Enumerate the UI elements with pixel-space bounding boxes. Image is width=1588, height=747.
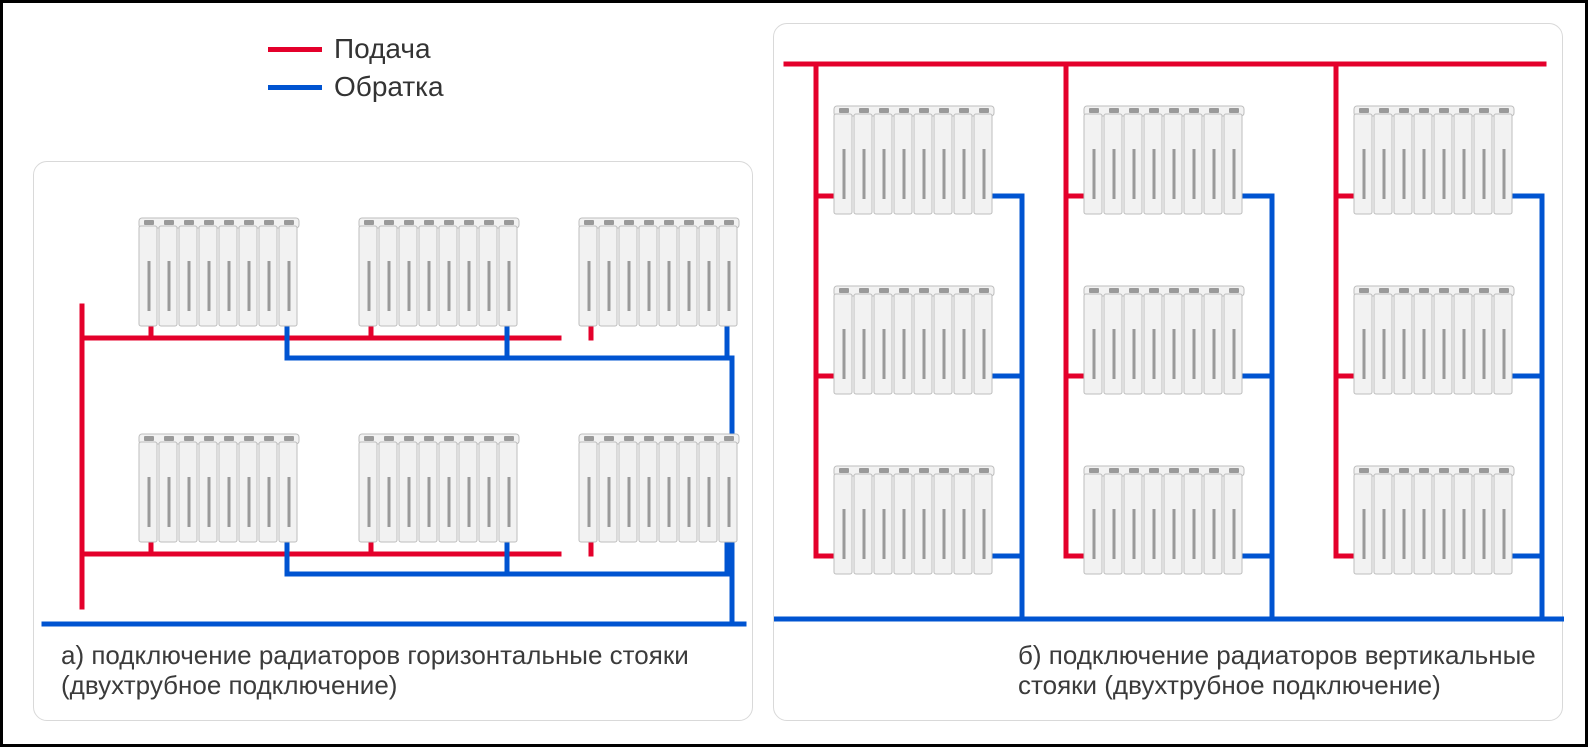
caption-b: б) подключение радиаторов вертикальные с… bbox=[1018, 641, 1558, 701]
legend-supply-row: Подача bbox=[268, 33, 444, 65]
panel-a-svg bbox=[34, 162, 754, 722]
legend-supply-swatch bbox=[268, 47, 322, 52]
legend-supply-label: Подача bbox=[334, 33, 431, 65]
legend-return-row: Обратка bbox=[268, 71, 444, 103]
legend: Подача Обратка bbox=[268, 33, 444, 109]
legend-return-swatch bbox=[268, 85, 322, 90]
panel-b-svg bbox=[774, 24, 1564, 722]
caption-a: а) подключение радиаторов горизонтальные… bbox=[61, 641, 741, 701]
panel-b bbox=[773, 23, 1563, 721]
diagram-frame: Подача Обратка а) подключение радиаторов… bbox=[0, 0, 1588, 747]
legend-return-label: Обратка bbox=[334, 71, 444, 103]
panel-a bbox=[33, 161, 753, 721]
